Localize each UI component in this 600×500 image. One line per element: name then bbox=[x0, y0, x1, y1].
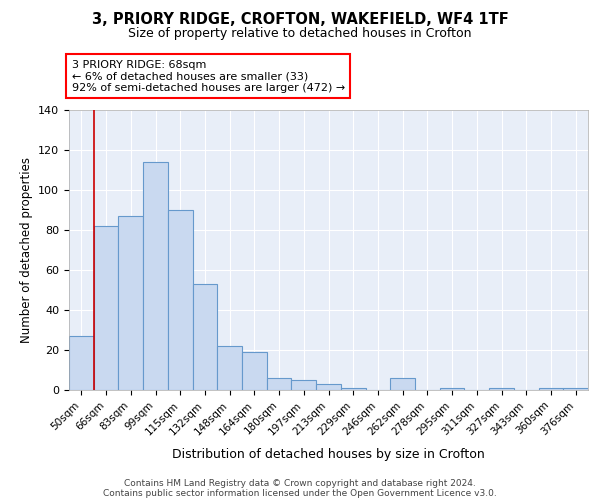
Bar bbox=[440, 388, 464, 390]
Bar bbox=[217, 346, 242, 390]
Bar bbox=[193, 284, 217, 390]
Bar bbox=[168, 210, 193, 390]
Bar bbox=[69, 336, 94, 390]
Text: Contains public sector information licensed under the Open Government Licence v3: Contains public sector information licen… bbox=[103, 488, 497, 498]
Bar bbox=[292, 380, 316, 390]
Y-axis label: Number of detached properties: Number of detached properties bbox=[20, 157, 32, 343]
Bar bbox=[267, 378, 292, 390]
Bar bbox=[118, 216, 143, 390]
Bar bbox=[390, 378, 415, 390]
Bar bbox=[242, 352, 267, 390]
Bar bbox=[489, 388, 514, 390]
Bar bbox=[563, 388, 588, 390]
Bar bbox=[94, 226, 118, 390]
Text: 3 PRIORY RIDGE: 68sqm
← 6% of detached houses are smaller (33)
92% of semi-detac: 3 PRIORY RIDGE: 68sqm ← 6% of detached h… bbox=[71, 60, 345, 93]
Text: Size of property relative to detached houses in Crofton: Size of property relative to detached ho… bbox=[128, 28, 472, 40]
Bar bbox=[316, 384, 341, 390]
Text: Contains HM Land Registry data © Crown copyright and database right 2024.: Contains HM Land Registry data © Crown c… bbox=[124, 478, 476, 488]
Text: 3, PRIORY RIDGE, CROFTON, WAKEFIELD, WF4 1TF: 3, PRIORY RIDGE, CROFTON, WAKEFIELD, WF4… bbox=[92, 12, 508, 28]
Bar bbox=[143, 162, 168, 390]
Bar bbox=[539, 388, 563, 390]
Bar bbox=[341, 388, 365, 390]
X-axis label: Distribution of detached houses by size in Crofton: Distribution of detached houses by size … bbox=[172, 448, 485, 460]
